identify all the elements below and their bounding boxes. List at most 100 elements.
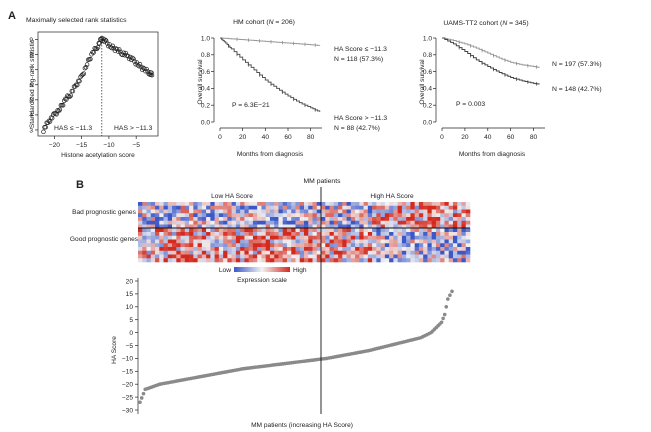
km-y-tick-label: 0.6 [423,69,432,76]
heatmap-cell [295,213,301,218]
heatmap-cell [363,247,369,252]
heatmap-cell [444,239,450,244]
heatmap-cell [218,228,224,233]
heatmap-cell [380,202,386,207]
heatmap-cell [325,205,330,210]
heatmap-cell [325,250,330,255]
heatmap-cell [218,254,224,259]
rank-x-tick-label: −10 [103,142,115,149]
heatmap-cell [159,239,164,244]
heatmap-cell [384,250,390,255]
heatmap-cell [172,209,177,214]
heatmap-cell [329,220,335,225]
heatmap-cell [435,224,441,229]
heatmap-cell [312,202,318,207]
heatmap-cell [342,235,347,240]
heatmap-cell [274,235,279,240]
heatmap-cell [397,220,403,225]
heatmap-cell [167,202,173,207]
heatmap-cell [201,224,207,229]
heatmap-cell [201,213,207,218]
heatmap-cell [410,202,415,207]
heatmap-cell [142,243,147,248]
heatmap-cell [286,235,292,240]
heatmap-cell [180,239,186,244]
good-genes-line: Good prognostic genes [70,236,139,243]
heatmap-cell [150,239,156,244]
waterfall-point [138,400,142,405]
heatmap-cell [244,235,249,240]
heatmap-cell [304,247,309,252]
heatmap-cell [444,202,450,207]
heatmap-cell [197,254,203,259]
rank-point [41,129,46,135]
heatmap-cell [206,250,211,255]
heatmap-cell [155,224,160,229]
heatmap-cell [346,220,352,225]
heatmap-cell [427,239,432,244]
heatmap-cell [431,232,437,237]
heatmap-cell [193,202,198,207]
heatmap-cell [325,224,330,229]
heatmap-cell [235,258,241,263]
heatmap-cell [278,220,284,225]
heatmap-cell [397,213,403,218]
heatmap-cell [350,202,356,207]
heatmap-cell [265,213,271,218]
heatmap-cell [308,243,313,248]
heatmap-cell [167,220,173,225]
heatmap-cell [189,258,194,263]
hm-x-label: Months from diagnosis [237,151,304,158]
heatmap-cell [269,239,275,244]
heatmap-cell [172,217,177,222]
heatmap-cell [461,228,467,233]
heatmap-cell [163,232,169,237]
rank-plot-points [41,35,155,135]
heatmap-cell [252,243,258,248]
heatmap-cell [418,228,424,233]
heatmap-cell [206,213,211,218]
heatmap-cell [372,217,377,222]
heatmap-cell [142,209,147,214]
heatmap-cell [235,250,241,255]
heatmap-cell [210,224,215,229]
heatmap-cell [414,250,420,255]
heatmap-cell [329,258,335,263]
heatmap-cell [269,205,275,210]
heatmap-cell [338,258,343,263]
heatmap-cell [172,202,177,207]
heatmap-cell [444,258,450,263]
heatmap-cell [146,247,152,252]
heatmap-cell [435,213,441,218]
heatmap-cell [159,228,164,233]
heatmap-cell [406,213,411,218]
heatmap-cell [431,239,437,244]
hm-group-low-label: HA Score ≤ −11.3 [334,46,387,53]
heatmap-cell [401,250,407,255]
heatmap-cell [299,213,305,218]
heatmap-cell [184,228,190,233]
heatmap-cell [333,202,339,207]
rank-plot-y-label: Standardized log-rank statistic [29,39,36,128]
heatmap-cell [389,213,394,218]
heatmap-cell [338,213,343,218]
heatmap-cell [316,213,322,218]
heatmap-cell [193,239,198,244]
heatmap-cell [155,213,160,218]
heatmap-cell [427,213,432,218]
heatmap-cell [206,220,211,225]
heatmap-cell [346,247,352,252]
heatmap-cell [367,254,373,259]
heatmap-cell [465,217,471,222]
heatmap-cell [231,250,237,255]
heatmap-cell [435,247,441,252]
heatmap-cell [457,213,462,218]
heatmap-cell [448,213,454,218]
heatmap-cell [346,205,352,210]
heatmap-cell [201,205,207,210]
heatmap-cell [155,243,160,248]
heatmap-cell [435,217,441,222]
heatmap-cell [435,205,441,210]
heatmap-cell [312,239,318,244]
heatmap-cell [235,224,241,229]
